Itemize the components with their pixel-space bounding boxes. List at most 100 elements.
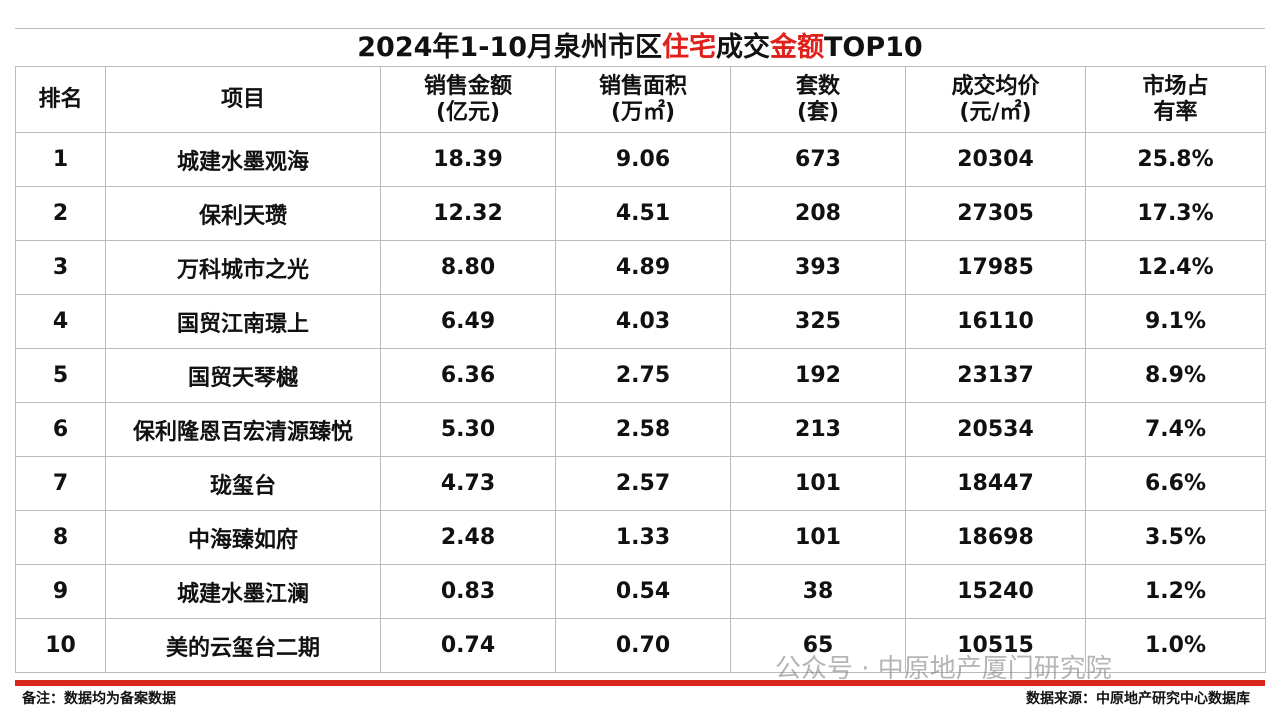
cell: 2.57	[555, 456, 731, 511]
cell: 393	[730, 240, 906, 295]
header-line: 销售面积	[598, 73, 687, 99]
cell: 6.49	[380, 294, 556, 349]
header-line: (万㎡)	[610, 99, 676, 125]
cell: 65	[730, 618, 906, 673]
cell: 12.32	[380, 186, 556, 241]
header-cell: 销售金额 (亿元)	[380, 66, 556, 133]
header-line: 套数	[795, 73, 840, 99]
cell: 万科城市之光	[105, 240, 381, 295]
title-part: 2024年1-10月泉州市区	[357, 32, 662, 63]
table-row: 3 万科城市之光 8.80 4.89 393 17985 12.4%	[15, 240, 1266, 295]
cell: 325	[730, 294, 906, 349]
table-row: 6 保利隆恩百宏清源臻悦 5.30 2.58 213 20534 7.4%	[15, 402, 1266, 457]
header-line: 市场占	[1142, 73, 1209, 99]
table: 排名 项目 销售金额 (亿元) 销售面积 (万㎡) 套数 (套) 成交均价 (元/㎡) 市场占 有率 …	[15, 66, 1266, 673]
cell: 保利天瓒	[105, 186, 381, 241]
cell: 2	[15, 186, 106, 241]
table-row: 5 国贸天琴樾 6.36 2.75 192 23137 8.9%	[15, 348, 1266, 403]
header-line: 成交均价	[951, 73, 1040, 99]
cell: 213	[730, 402, 906, 457]
cell: 珑玺台	[105, 456, 381, 511]
cell: 0.74	[380, 618, 556, 673]
cell: 27305	[905, 186, 1086, 241]
cell: 5	[15, 348, 106, 403]
cell: 5.30	[380, 402, 556, 457]
cell: 20304	[905, 132, 1086, 187]
title: 2024年1-10月泉州市区住宅成交金额TOP10	[15, 28, 1265, 67]
cell: 2.58	[555, 402, 731, 457]
table-row: 4 国贸江南璟上 6.49 4.03 325 16110 9.1%	[15, 294, 1266, 349]
cell: 0.83	[380, 564, 556, 619]
cell: 9.1%	[1085, 294, 1266, 349]
cell: 16110	[905, 294, 1086, 349]
cell: 8.9%	[1085, 348, 1266, 403]
cell: 6.6%	[1085, 456, 1266, 511]
table-body: 1 城建水墨观海 18.39 9.06 673 20304 25.8% 2 保利天瓒 12.32 4…	[15, 132, 1266, 673]
table-row: 10 美的云玺台二期 0.74 0.70 65 10515 1.0%	[15, 618, 1266, 673]
header-row: 排名 项目 销售金额 (亿元) 销售面积 (万㎡) 套数 (套) 成交均价 (元/㎡) 市场占 有率	[15, 66, 1266, 133]
table-row: 8 中海臻如府 2.48 1.33 101 18698 3.5%	[15, 510, 1266, 565]
header-line: 销售金额	[423, 73, 512, 99]
watermark: 公众号 · 中原地产厦门研究院	[775, 654, 1112, 684]
cell: 1	[15, 132, 106, 187]
header-line: 排名	[38, 86, 83, 112]
cell: 6	[15, 402, 106, 457]
cell: 国贸江南璟上	[105, 294, 381, 349]
header-line: (元/㎡)	[959, 99, 1032, 125]
table-row: 1 城建水墨观海 18.39 9.06 673 20304 25.8%	[15, 132, 1266, 187]
header-line: 有率	[1153, 99, 1198, 125]
cell: 中海臻如府	[105, 510, 381, 565]
title-part: 金额	[769, 32, 824, 63]
cell: 7	[15, 456, 106, 511]
cell: 2.48	[380, 510, 556, 565]
header-line: (亿元)	[435, 99, 501, 125]
cell: 208	[730, 186, 906, 241]
cell: 城建水墨江澜	[105, 564, 381, 619]
footnote: 备注：数据均为备案数据	[22, 691, 176, 707]
cell: 101	[730, 456, 906, 511]
source: 数据来源：中原地产研究中心数据库	[1026, 691, 1250, 707]
cell: 192	[730, 348, 906, 403]
title-part: TOP10	[823, 32, 923, 63]
cell: 1.33	[555, 510, 731, 565]
cell: 23137	[905, 348, 1086, 403]
header-cell: 排名	[15, 66, 106, 133]
table-row: 2 保利天瓒 12.32 4.51 208 27305 17.3%	[15, 186, 1266, 241]
cell: 10515	[905, 618, 1086, 673]
cell: 8	[15, 510, 106, 565]
cell: 673	[730, 132, 906, 187]
cell: 25.8%	[1085, 132, 1266, 187]
cell: 3.5%	[1085, 510, 1266, 565]
cell: 7.4%	[1085, 402, 1266, 457]
cell: 18447	[905, 456, 1086, 511]
bottom-bar	[15, 680, 1265, 686]
header-cell: 项目	[105, 66, 381, 133]
cell: 20534	[905, 402, 1086, 457]
cell: 12.4%	[1085, 240, 1266, 295]
cell: 10	[15, 618, 106, 673]
cell: 4.51	[555, 186, 731, 241]
title-part: 住宅	[661, 32, 716, 63]
cell: 城建水墨观海	[105, 132, 381, 187]
header-cell: 成交均价 (元/㎡)	[905, 66, 1086, 133]
cell: 2.75	[555, 348, 731, 403]
cell: 9	[15, 564, 106, 619]
cell: 美的云玺台二期	[105, 618, 381, 673]
cell: 4.89	[555, 240, 731, 295]
header-line: 项目	[220, 86, 265, 112]
cell: 8.80	[380, 240, 556, 295]
cell: 6.36	[380, 348, 556, 403]
cell: 保利隆恩百宏清源臻悦	[105, 402, 381, 457]
cell: 9.06	[555, 132, 731, 187]
cell: 1.0%	[1085, 618, 1266, 673]
header-line: (套)	[796, 99, 840, 125]
header-cell: 市场占 有率	[1085, 66, 1266, 133]
header-cell: 套数 (套)	[730, 66, 906, 133]
table-row: 7 珑玺台 4.73 2.57 101 18447 6.6%	[15, 456, 1266, 511]
cell: 4.73	[380, 456, 556, 511]
cell: 17.3%	[1085, 186, 1266, 241]
cell: 0.54	[555, 564, 731, 619]
cell: 4	[15, 294, 106, 349]
table-row: 9 城建水墨江澜 0.83 0.54 38 15240 1.2%	[15, 564, 1266, 619]
cell: 0.70	[555, 618, 731, 673]
